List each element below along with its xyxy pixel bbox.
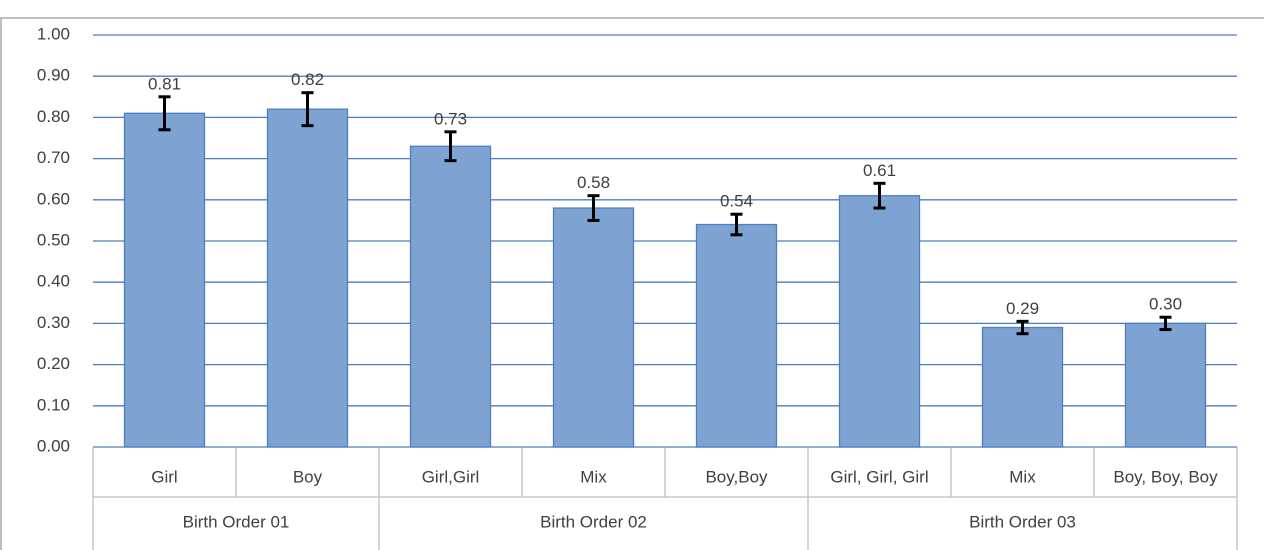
- y-tick-label: 0.10: [37, 395, 70, 414]
- data-label: 0.82: [291, 70, 324, 89]
- data-label: 0.29: [1006, 299, 1039, 318]
- bar: [123, 112, 206, 448]
- x-tick-label: Girl,Girl: [422, 467, 480, 486]
- bar: [1124, 322, 1207, 448]
- x-tick-label: Mix: [1009, 467, 1036, 486]
- chart-frame: [0, 17, 1264, 550]
- x-tick-label: Girl: [151, 467, 177, 486]
- data-label: 0.73: [434, 109, 467, 128]
- y-tick-label: 0.00: [37, 436, 70, 455]
- data-label: 0.30: [1149, 295, 1182, 314]
- bar: [409, 145, 492, 448]
- y-tick-label: 0.40: [37, 272, 70, 291]
- y-tick-label: 0.70: [37, 148, 70, 167]
- bar: [838, 195, 921, 448]
- y-tick-label: 0.90: [37, 66, 70, 85]
- y-tick-label: 1.00: [37, 24, 70, 43]
- group-label: Birth Order 03: [969, 512, 1076, 531]
- y-tick-label: 0.60: [37, 189, 70, 208]
- data-label: 0.58: [577, 173, 610, 192]
- group-label: Birth Order 02: [540, 512, 647, 531]
- bar: [552, 207, 635, 448]
- bar: [266, 108, 349, 448]
- x-tick-label: Mix: [580, 467, 607, 486]
- y-tick-label: 0.20: [37, 354, 70, 373]
- group-label: Birth Order 01: [183, 512, 290, 531]
- y-tick-label: 0.80: [37, 107, 70, 126]
- x-tick-label: Boy: [293, 467, 323, 486]
- bar: [695, 223, 778, 448]
- data-label: 0.54: [720, 192, 753, 211]
- data-label: 0.61: [863, 161, 896, 180]
- y-tick-label: 0.30: [37, 313, 70, 332]
- data-label: 0.81: [148, 74, 181, 93]
- x-tick-label: Boy, Boy, Boy: [1113, 467, 1218, 486]
- y-tick-label: 0.50: [37, 230, 70, 249]
- bar: [981, 326, 1064, 448]
- x-tick-label: Girl, Girl, Girl: [830, 467, 928, 486]
- x-tick-label: Boy,Boy: [705, 467, 768, 486]
